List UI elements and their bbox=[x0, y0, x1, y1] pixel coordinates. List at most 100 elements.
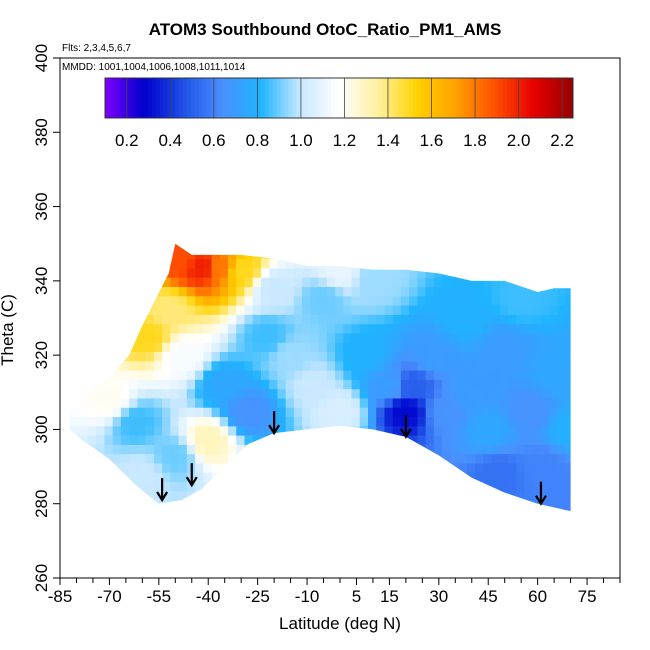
heatmap-cell bbox=[195, 267, 204, 278]
heatmap-cell bbox=[508, 453, 517, 464]
heatmap-cell bbox=[236, 370, 246, 380]
heatmap-cell bbox=[466, 472, 476, 483]
heatmap-cell bbox=[442, 416, 451, 427]
heatmap-cell bbox=[153, 472, 163, 483]
heatmap-cell bbox=[178, 500, 188, 510]
heatmap-cell bbox=[195, 379, 204, 390]
heatmap-cell bbox=[178, 407, 188, 418]
heatmap-cell bbox=[368, 286, 377, 297]
heatmap-cell bbox=[475, 444, 484, 455]
heatmap-cell bbox=[442, 277, 451, 288]
heatmap-cell bbox=[277, 462, 287, 473]
heatmap-cell bbox=[433, 462, 443, 473]
heatmap-cell bbox=[549, 314, 559, 325]
heatmap-cell bbox=[310, 286, 320, 297]
heatmap-cell bbox=[112, 425, 122, 436]
heatmap-cell bbox=[359, 295, 369, 306]
heatmap-cell bbox=[475, 453, 484, 464]
heatmap-cell bbox=[540, 379, 550, 390]
heatmap-cell bbox=[293, 332, 303, 343]
colorbar-swatch bbox=[374, 78, 379, 118]
heatmap-cell bbox=[79, 243, 89, 250]
heatmap-cell bbox=[120, 351, 130, 362]
heatmap-cell bbox=[491, 472, 501, 483]
heatmap-cell bbox=[69, 407, 73, 418]
heatmap-cell bbox=[219, 314, 229, 325]
heatmap-cell bbox=[170, 453, 180, 464]
heatmap-cell bbox=[186, 388, 196, 399]
heatmap-cell bbox=[483, 425, 493, 436]
colorbar-swatch bbox=[389, 78, 395, 118]
heatmap-cell bbox=[211, 258, 221, 269]
heatmap-cell bbox=[326, 472, 336, 483]
heatmap-cell bbox=[277, 453, 287, 464]
heatmap-cell bbox=[540, 323, 550, 334]
heatmap-cell bbox=[351, 295, 361, 306]
heatmap-cell bbox=[145, 286, 155, 297]
heatmap-cell bbox=[69, 277, 73, 288]
heatmap-cell bbox=[285, 295, 295, 306]
heatmap-cell bbox=[96, 277, 106, 288]
colorbar-swatch bbox=[190, 78, 196, 118]
heatmap-cell bbox=[69, 249, 73, 260]
heatmap-cell bbox=[228, 407, 237, 418]
heatmap-cell bbox=[145, 462, 155, 473]
heatmap-cell bbox=[475, 425, 484, 436]
heatmap-cell bbox=[359, 286, 369, 297]
heatmap-cell bbox=[212, 231, 221, 241]
heatmap-cell bbox=[162, 305, 171, 315]
colorbar-tick-label: 2.0 bbox=[507, 131, 531, 150]
heatmap-cell bbox=[186, 286, 196, 297]
heatmap-cell bbox=[162, 249, 171, 260]
heatmap-cell bbox=[228, 360, 237, 371]
heatmap-cell bbox=[565, 243, 571, 250]
heatmap-cell bbox=[508, 435, 517, 445]
heatmap-cell bbox=[228, 305, 237, 315]
heatmap-cell bbox=[384, 267, 394, 278]
heatmap-cell bbox=[318, 267, 328, 278]
heatmap-cell bbox=[335, 425, 344, 436]
heatmap-cell bbox=[79, 342, 89, 353]
heatmap-cell bbox=[153, 509, 163, 512]
heatmap-cell bbox=[574, 314, 583, 324]
heatmap-cell bbox=[557, 332, 567, 343]
heatmap-cell bbox=[433, 267, 443, 278]
heatmap-cell bbox=[466, 267, 476, 278]
heatmap-cell bbox=[483, 305, 493, 315]
heatmap-cell bbox=[532, 314, 542, 325]
heatmap-cell bbox=[88, 370, 97, 380]
heatmap-cell bbox=[557, 397, 567, 408]
heatmap-cell bbox=[384, 481, 394, 492]
heatmap-cell bbox=[244, 481, 254, 492]
heatmap-cell bbox=[104, 249, 114, 260]
heatmap-cell bbox=[400, 444, 410, 455]
heatmap-cell bbox=[236, 481, 246, 492]
heatmap-cell bbox=[549, 388, 559, 399]
heatmap-cell bbox=[359, 332, 369, 343]
heatmap-cell bbox=[145, 490, 155, 501]
heatmap-cell bbox=[252, 500, 262, 510]
heatmap-cell bbox=[351, 509, 361, 512]
heatmap-cell bbox=[71, 481, 81, 492]
heatmap-cell bbox=[153, 295, 163, 306]
heatmap-cell bbox=[302, 435, 311, 445]
heatmap-cell bbox=[236, 332, 246, 343]
heatmap-cell bbox=[483, 472, 493, 483]
heatmap-cell bbox=[326, 314, 336, 325]
heatmap-cell bbox=[244, 243, 254, 250]
y-tick-label: 320 bbox=[32, 341, 51, 369]
heatmap-cell bbox=[574, 509, 583, 519]
colorbar-swatch bbox=[440, 78, 445, 118]
heatmap-cell bbox=[351, 453, 361, 464]
heatmap-cell bbox=[104, 295, 114, 306]
heatmap-cell bbox=[252, 490, 262, 501]
heatmap-cell bbox=[540, 462, 550, 473]
heatmap-cell bbox=[442, 472, 451, 483]
heatmap-cell bbox=[491, 342, 501, 353]
heatmap-cell bbox=[228, 351, 237, 362]
heatmap-cell bbox=[516, 444, 526, 455]
heatmap-cell bbox=[252, 388, 262, 399]
colorbar-tick-label: 0.4 bbox=[158, 131, 182, 150]
heatmap-cell bbox=[549, 332, 559, 343]
heatmap-cell bbox=[302, 509, 311, 512]
